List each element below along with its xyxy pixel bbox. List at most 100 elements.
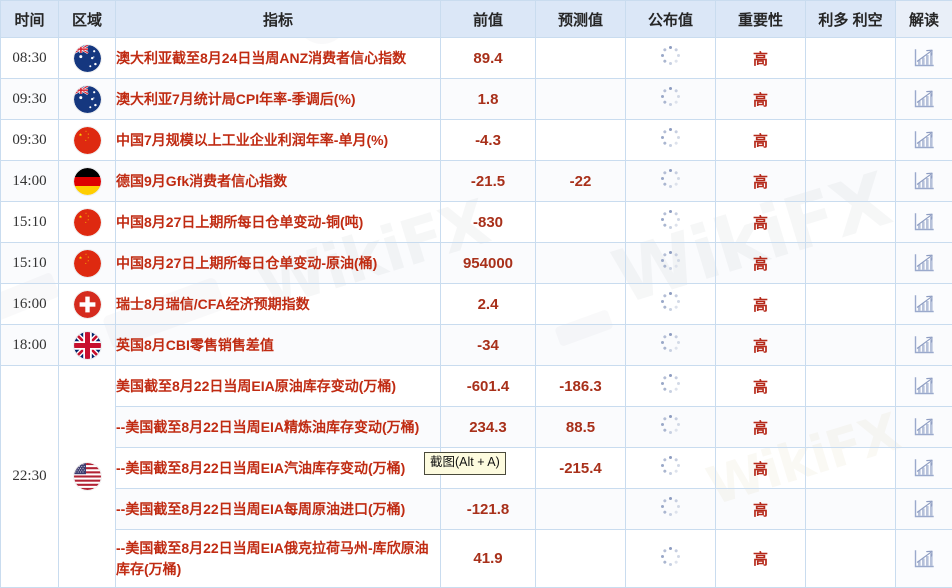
cell-actual xyxy=(626,530,716,588)
cell-previous: 1.8 xyxy=(441,79,536,120)
cell-interpretation[interactable] xyxy=(896,489,952,530)
cell-indicator[interactable]: --美国截至8月22日当周EIA俄克拉荷马州-库欣原油库存(万桶) xyxy=(116,530,441,588)
cell-time: 14:00 xyxy=(1,161,59,202)
cell-interpretation[interactable] xyxy=(896,243,952,284)
chart-interpretation-icon[interactable] xyxy=(913,130,935,150)
chart-interpretation-icon[interactable] xyxy=(913,212,935,232)
loading-spinner-icon xyxy=(661,210,680,229)
cell-indicator[interactable]: 中国7月规模以上工业企业利润年率-单月(%) xyxy=(116,120,441,161)
table-row[interactable]: 22:30 美国截至8月22日当周EIA原油库存变动(万桶)-601.4-186… xyxy=(1,366,952,407)
cell-importance: 高 xyxy=(716,284,806,325)
cell-time: 09:30 xyxy=(1,79,59,120)
cell-indicator[interactable]: 英国8月CBI零售销售差值 xyxy=(116,325,441,366)
cell-time: 16:00 xyxy=(1,284,59,325)
cell-indicator[interactable]: --美国截至8月22日当周EIA每周原油进口(万桶) xyxy=(116,489,441,530)
cell-interpretation[interactable] xyxy=(896,530,952,588)
chart-interpretation-icon[interactable] xyxy=(913,549,935,569)
cell-previous: 41.9 xyxy=(441,530,536,588)
column-header-interpretation[interactable]: 解读 xyxy=(896,1,952,38)
cell-previous: -121.8 xyxy=(441,489,536,530)
cell-indicator[interactable]: 瑞士8月瑞信/CFA经济预期指数 xyxy=(116,284,441,325)
cell-importance: 高 xyxy=(716,243,806,284)
cell-actual xyxy=(626,325,716,366)
chart-interpretation-icon[interactable] xyxy=(913,417,935,437)
cell-importance: 高 xyxy=(716,366,806,407)
cell-indicator[interactable]: --美国截至8月22日当周EIA汽油库存变动(万桶) xyxy=(116,448,441,489)
column-header-time[interactable]: 时间 xyxy=(1,1,59,38)
cell-importance: 高 xyxy=(716,407,806,448)
chart-interpretation-icon[interactable] xyxy=(913,499,935,519)
cell-indicator[interactable]: 澳大利亚7月统计局CPI年率-季调后(%) xyxy=(116,79,441,120)
column-header-bull-bear[interactable]: 利多 利空 xyxy=(806,1,896,38)
cell-interpretation[interactable] xyxy=(896,407,952,448)
cell-bull-bear xyxy=(806,284,896,325)
cell-interpretation[interactable] xyxy=(896,38,952,79)
chart-interpretation-icon[interactable] xyxy=(913,294,935,314)
cell-bull-bear xyxy=(806,489,896,530)
cell-bull-bear xyxy=(806,79,896,120)
cell-interpretation[interactable] xyxy=(896,120,952,161)
cell-interpretation[interactable] xyxy=(896,202,952,243)
loading-spinner-icon xyxy=(661,333,680,352)
column-header-forecast[interactable]: 预测值 xyxy=(536,1,626,38)
cell-time: 08:30 xyxy=(1,38,59,79)
cell-region xyxy=(59,325,116,366)
flag-icon-australia xyxy=(74,86,101,113)
loading-spinner-icon xyxy=(661,169,680,188)
cell-previous: -21.5 xyxy=(441,161,536,202)
column-header-importance[interactable]: 重要性 xyxy=(716,1,806,38)
cell-importance: 高 xyxy=(716,448,806,489)
chart-interpretation-icon[interactable] xyxy=(913,48,935,68)
cell-bull-bear xyxy=(806,243,896,284)
chart-interpretation-icon[interactable] xyxy=(913,335,935,355)
cell-indicator[interactable]: 澳大利亚截至8月24日当周ANZ消费者信心指数 xyxy=(116,38,441,79)
column-header-actual[interactable]: 公布值 xyxy=(626,1,716,38)
loading-spinner-icon xyxy=(661,456,680,475)
cell-actual xyxy=(626,161,716,202)
flag-icon-uk xyxy=(74,332,101,359)
column-header-previous[interactable]: 前值 xyxy=(441,1,536,38)
cell-actual xyxy=(626,79,716,120)
cell-indicator[interactable]: 德国9月Gfk消费者信心指数 xyxy=(116,161,441,202)
loading-spinner-icon xyxy=(661,87,680,106)
chart-interpretation-icon[interactable] xyxy=(913,171,935,191)
cell-interpretation[interactable] xyxy=(896,79,952,120)
cell-importance: 高 xyxy=(716,202,806,243)
chart-interpretation-icon[interactable] xyxy=(913,376,935,396)
cell-previous: -34 xyxy=(441,325,536,366)
cell-indicator[interactable]: --美国截至8月22日当周EIA精炼油库存变动(万桶) xyxy=(116,407,441,448)
cell-actual xyxy=(626,448,716,489)
chart-interpretation-icon[interactable] xyxy=(913,458,935,478)
cell-indicator[interactable]: 中国8月27日上期所每日仓单变动-原油(桶) xyxy=(116,243,441,284)
cell-indicator[interactable]: 美国截至8月22日当周EIA原油库存变动(万桶) xyxy=(116,366,441,407)
cell-indicator[interactable]: 中国8月27日上期所每日仓单变动-铜(吨) xyxy=(116,202,441,243)
cell-interpretation[interactable] xyxy=(896,161,952,202)
cell-interpretation[interactable] xyxy=(896,366,952,407)
cell-forecast xyxy=(536,530,626,588)
cell-actual xyxy=(626,120,716,161)
chart-interpretation-icon[interactable] xyxy=(913,89,935,109)
cell-interpretation[interactable] xyxy=(896,448,952,489)
cell-interpretation[interactable] xyxy=(896,325,952,366)
cell-interpretation[interactable] xyxy=(896,284,952,325)
column-header-region[interactable]: 区域 xyxy=(59,1,116,38)
cell-bull-bear xyxy=(806,407,896,448)
column-header-indicator[interactable]: 指标 xyxy=(116,1,441,38)
cell-forecast xyxy=(536,202,626,243)
cell-bull-bear xyxy=(806,366,896,407)
chart-interpretation-icon[interactable] xyxy=(913,253,935,273)
cell-actual xyxy=(626,38,716,79)
